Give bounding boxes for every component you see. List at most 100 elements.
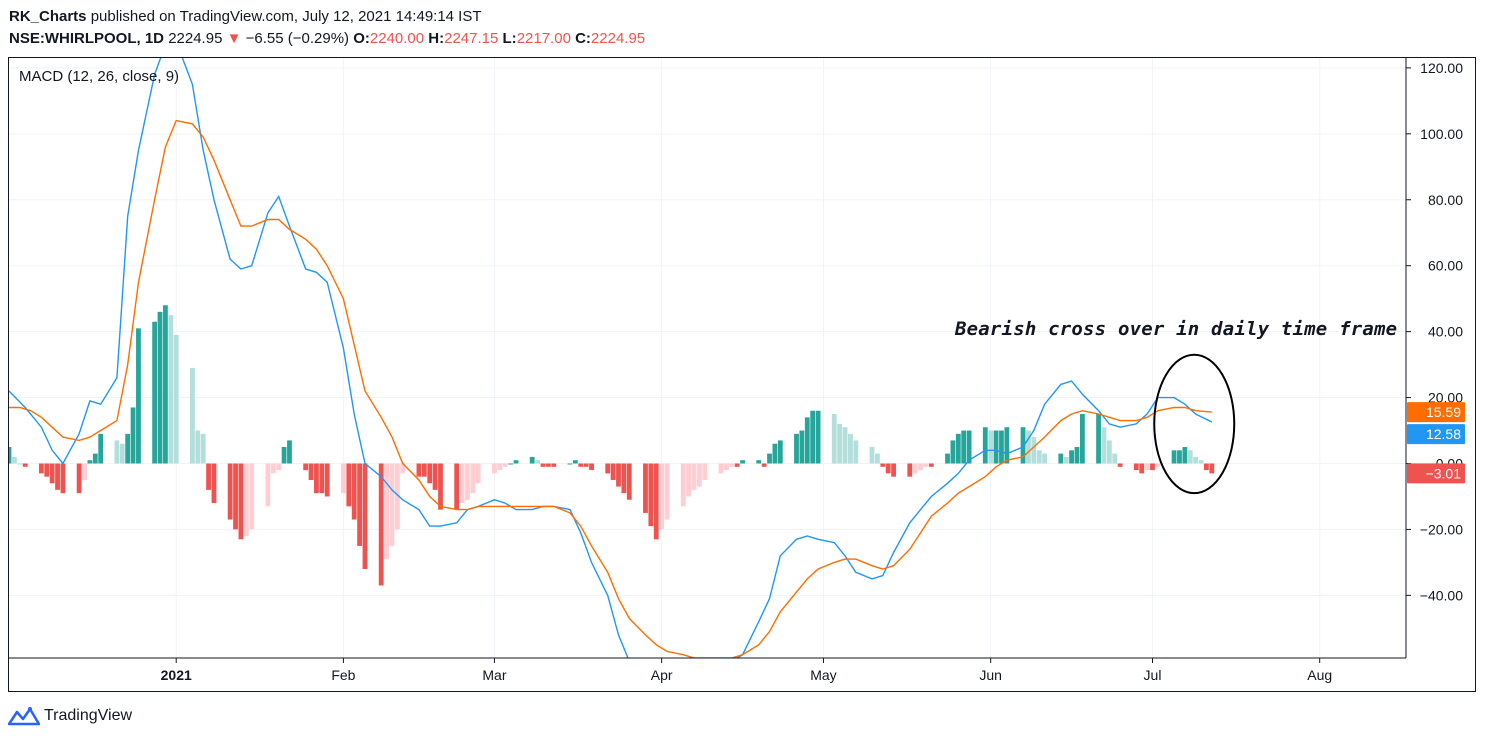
histogram-bar — [384, 463, 389, 560]
histogram-bar — [756, 460, 762, 464]
histogram-bar — [1187, 450, 1193, 464]
histogram-bar — [831, 414, 837, 464]
publish-text: published on TradingView.com, July 12, 2… — [86, 8, 482, 25]
histogram-bar — [152, 321, 158, 464]
y-tick-label: 20.00 — [1428, 390, 1463, 406]
histogram-bar — [697, 463, 702, 487]
price-badge — [1407, 402, 1465, 423]
histogram-bar — [49, 463, 55, 484]
histogram-bar — [653, 463, 659, 540]
last-price: 2224.95 — [168, 30, 223, 47]
histogram-bar — [341, 463, 346, 494]
histogram-bar — [723, 463, 729, 471]
histogram-bar — [907, 463, 913, 477]
histogram-bar — [76, 463, 82, 494]
histogram-bar — [643, 463, 648, 513]
histogram-bar — [400, 463, 406, 474]
histogram-bar — [648, 463, 654, 527]
histogram-bar — [961, 430, 967, 464]
histogram-bar — [610, 463, 616, 480]
histogram-bar — [567, 463, 573, 465]
histogram-bar — [314, 463, 319, 494]
x-tick-label: Mar — [482, 667, 506, 683]
histogram-bar — [842, 427, 848, 464]
histogram-bar — [92, 453, 98, 464]
histogram-bar — [891, 463, 896, 477]
histogram-bar — [955, 433, 961, 464]
histogram-bar — [233, 463, 238, 530]
histogram-bar — [740, 460, 745, 464]
histogram-bar — [993, 430, 999, 464]
histogram-bar — [729, 463, 735, 467]
histogram-bar — [454, 463, 460, 510]
open-label: O: — [353, 30, 370, 47]
histogram-bar — [249, 463, 255, 530]
price-change: −6.55 (−0.29%) — [245, 30, 350, 47]
histogram-bar — [1063, 456, 1069, 464]
histogram-bar — [1209, 463, 1215, 474]
histogram-bar — [912, 463, 918, 474]
histogram-bar — [1004, 427, 1010, 464]
histogram-bar — [1171, 450, 1177, 464]
histogram-bar — [1150, 463, 1155, 471]
histogram-bar — [1096, 414, 1101, 464]
y-tick-label: −40.00 — [1420, 587, 1463, 603]
annotation-text: Bearish cross over in daily time frame — [955, 318, 1398, 340]
histogram-bar — [502, 463, 508, 467]
axes: 120.00100.0080.0060.0040.0020.000.00−20.… — [9, 58, 1463, 683]
histogram-bar — [1182, 447, 1188, 464]
histogram-bar — [287, 440, 292, 464]
footer-brand: TradingView — [44, 707, 133, 724]
histogram-bar — [87, 460, 93, 464]
y-tick-label: 80.00 — [1428, 192, 1463, 208]
change-down-icon: ▼ — [226, 30, 242, 47]
histogram-bar — [1026, 430, 1031, 464]
annotation-circle — [1153, 353, 1236, 495]
histogram-bar — [243, 463, 249, 537]
y-tick-label: −20.00 — [1420, 521, 1463, 537]
histogram-bar — [119, 443, 125, 464]
histogram-bar — [55, 463, 60, 490]
histogram-bar — [1193, 456, 1199, 464]
histogram-bar — [324, 463, 330, 497]
histogram-bar — [1117, 463, 1123, 467]
histogram-bar — [772, 443, 778, 464]
histogram-bar — [545, 463, 551, 467]
histogram-bar — [427, 463, 433, 484]
histogram-bar — [1133, 463, 1139, 471]
histogram-bar — [572, 460, 578, 464]
histogram-bar — [308, 463, 314, 480]
histogram-bar — [475, 463, 481, 484]
histogram-bar — [621, 463, 627, 494]
histogram-bar — [114, 440, 120, 464]
histogram-bar — [680, 463, 686, 507]
histogram-bar — [265, 463, 271, 507]
histogram-bar — [589, 463, 594, 471]
histogram-bar — [869, 447, 875, 464]
histogram-bar — [761, 463, 767, 467]
histogram-bar — [492, 463, 497, 474]
price-badge-label: 15.59 — [1426, 404, 1461, 420]
histogram-bar — [200, 433, 206, 464]
histogram-bar — [508, 463, 514, 465]
histogram-bar — [1144, 463, 1150, 471]
histogram-bar — [928, 463, 934, 467]
histogram-bar — [616, 463, 621, 487]
histogram-bar — [815, 410, 821, 464]
histogram-bar — [848, 433, 853, 464]
histogram-bar — [362, 463, 368, 569]
high-label: H: — [428, 30, 445, 47]
histogram-bar — [734, 463, 740, 467]
histogram-bar — [1198, 460, 1204, 464]
histogram-bar — [22, 463, 28, 467]
histogram-bar — [60, 463, 66, 494]
histogram-bar — [1204, 463, 1209, 471]
tradingview-footer[interactable]: TradingView — [8, 706, 132, 726]
histogram-bar — [950, 440, 956, 464]
histogram-bar — [276, 463, 282, 471]
histogram-bar — [38, 463, 44, 474]
indicator-label[interactable]: MACD (12, 26, close, 9) — [19, 68, 180, 85]
author-name[interactable]: RK_Charts — [9, 8, 87, 25]
histogram-bar — [583, 463, 589, 467]
